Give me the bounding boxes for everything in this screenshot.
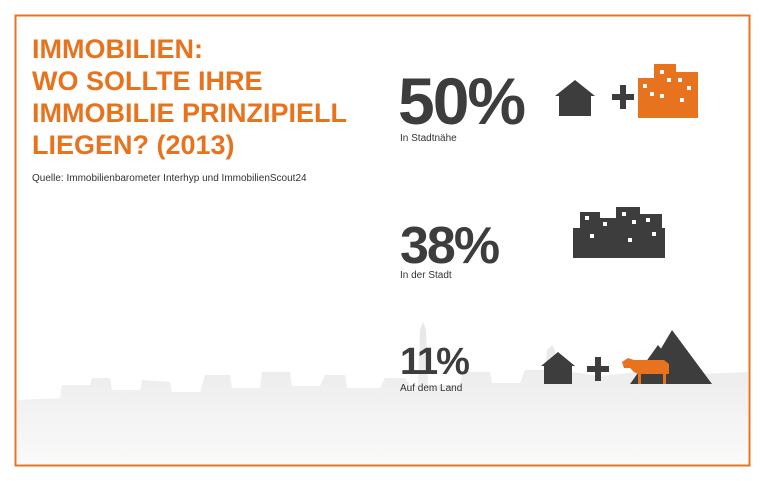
house-icon [555, 80, 595, 116]
plus-icon [612, 85, 634, 109]
cow-icon [622, 358, 669, 384]
percentage: 38% [400, 217, 499, 275]
item-label: Auf dem Land [400, 383, 462, 394]
item-label: In der Stadt [400, 270, 452, 281]
city-icon [573, 207, 665, 258]
title-line: IMMOBILIEN: [32, 34, 203, 64]
skyline [17, 322, 748, 464]
percentage: 11% [400, 341, 469, 383]
title-line: WO SOLLTE IHRE [32, 66, 263, 96]
title-line: LIEGEN? (2013) [32, 130, 235, 160]
city-icon [638, 64, 698, 118]
source: Quelle: Immobilienbarometer Interhyp und… [32, 173, 307, 184]
percentage: 50% [398, 64, 524, 138]
house-icon [541, 352, 575, 384]
item-label: In Stadtnähe [400, 133, 457, 144]
windows [643, 70, 691, 102]
title: IMMOBILIEN: WO SOLLTE IHRE IMMOBILIE PRI… [32, 34, 347, 160]
plus-icon [587, 357, 609, 381]
title-line: IMMOBILIE PRINZIPIELL [32, 98, 347, 128]
windows [585, 212, 656, 242]
